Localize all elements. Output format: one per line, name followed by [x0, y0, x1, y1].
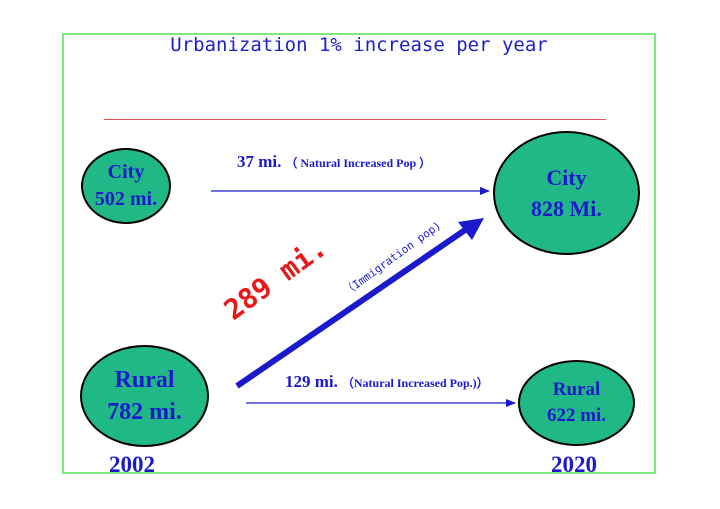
rural-natural-label: 129 mi. （Natural Increased Pop.)） [285, 372, 489, 392]
city-2002-node: City 502 mi. [81, 148, 171, 224]
city-2002-value: 502 mi. [94, 188, 158, 210]
immigration-arrow-head [458, 218, 484, 240]
diagram-frame [62, 33, 656, 474]
city-2002-label: City [107, 161, 145, 183]
rural-2002-value: 782 mi. [107, 399, 182, 425]
year-start: 2002 [109, 452, 155, 477]
rural-natural-value: 129 mi. [285, 372, 338, 391]
rural-2020-value: 622 mi. [546, 405, 607, 426]
city-natural-note: （ Natural Increased Pop ） [285, 156, 432, 170]
title-divider [104, 119, 606, 120]
immigration-arrow-shaft [235, 225, 470, 389]
city-natural-value: 37 mi. [237, 152, 282, 171]
city-2020-value: 828 Mi. [531, 196, 602, 221]
rural-2020-label: Rural [552, 379, 601, 400]
city-2020-node: City 828 Mi. [493, 131, 640, 255]
rural-2002-label: Rural [114, 367, 175, 393]
rural-2002-node: Rural 782 mi. [80, 345, 209, 447]
year-end: 2020 [551, 452, 597, 477]
diagram-title: Urbanization 1% increase per year [170, 34, 548, 56]
rural-2020-node: Rural 622 mi. [518, 360, 635, 446]
city-2020-label: City [546, 165, 587, 190]
city-natural-label: 37 mi. （ Natural Increased Pop ） [237, 152, 431, 172]
rural-natural-note: （Natural Increased Pop.)） [341, 376, 489, 390]
